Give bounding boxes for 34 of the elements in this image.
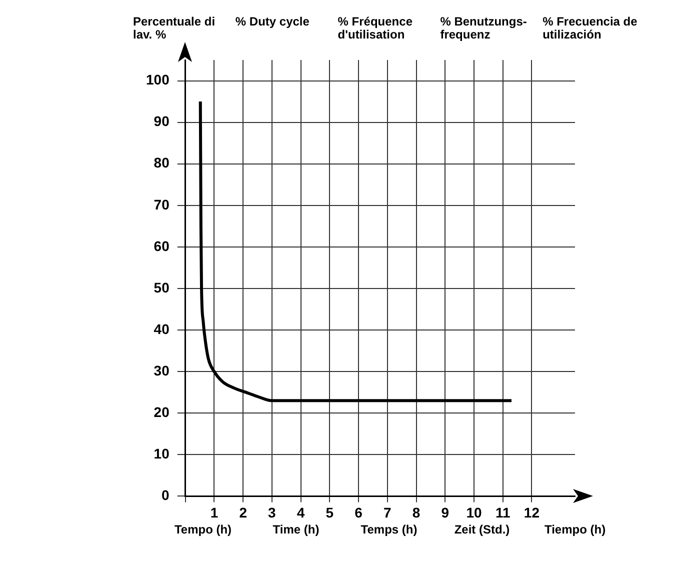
- y-tick-label: 100: [146, 72, 170, 88]
- y-tick-label: 60: [154, 238, 170, 254]
- x-tick-label: 5: [326, 504, 334, 520]
- text: Temps (h): [360, 522, 418, 537]
- y-tick-label: 0: [162, 487, 170, 504]
- y-tick-label: 80: [154, 154, 170, 171]
- text: Tiempo (h): [544, 522, 606, 537]
- text: % Benutzungs- frequenz: [440, 14, 527, 42]
- x-tick-label: 7: [383, 504, 392, 520]
- y-tick-label: 30: [154, 362, 170, 378]
- x-tick-label: 6: [354, 504, 363, 520]
- text: Zeit (Std.): [454, 522, 510, 537]
- y-tick-label: 90: [154, 113, 170, 130]
- x-tick-label: 8: [412, 504, 420, 520]
- x-tick-label: 9: [441, 504, 450, 520]
- y-tick-label: 10: [154, 446, 170, 462]
- x-tick-label: 2: [239, 504, 248, 520]
- y-tick-label: 20: [154, 404, 170, 420]
- y-axis-title: Percentuale di lav. %: [133, 14, 216, 42]
- x-tick-label: 11: [495, 504, 510, 520]
- text: Time (h): [272, 522, 320, 537]
- x-tick-label: 10: [466, 504, 482, 520]
- x-axis-title: Tempo (h): [174, 522, 232, 537]
- x-tick-label: 1: [210, 504, 218, 520]
- x-tick-label: 4: [296, 504, 305, 520]
- text: % Frecuencia de utilización: [542, 14, 638, 42]
- y-tick-label: 70: [154, 196, 170, 212]
- text: % Duty cycle: [235, 14, 310, 28]
- y-tick-label: 50: [154, 279, 170, 296]
- x-tick-label: 3: [268, 504, 276, 520]
- x-tick-label: 12: [524, 504, 540, 520]
- line-series: [198, 100, 514, 402]
- y-tick-label: 40: [154, 320, 170, 337]
- text: % Fréquence d'utilisation: [338, 14, 413, 42]
